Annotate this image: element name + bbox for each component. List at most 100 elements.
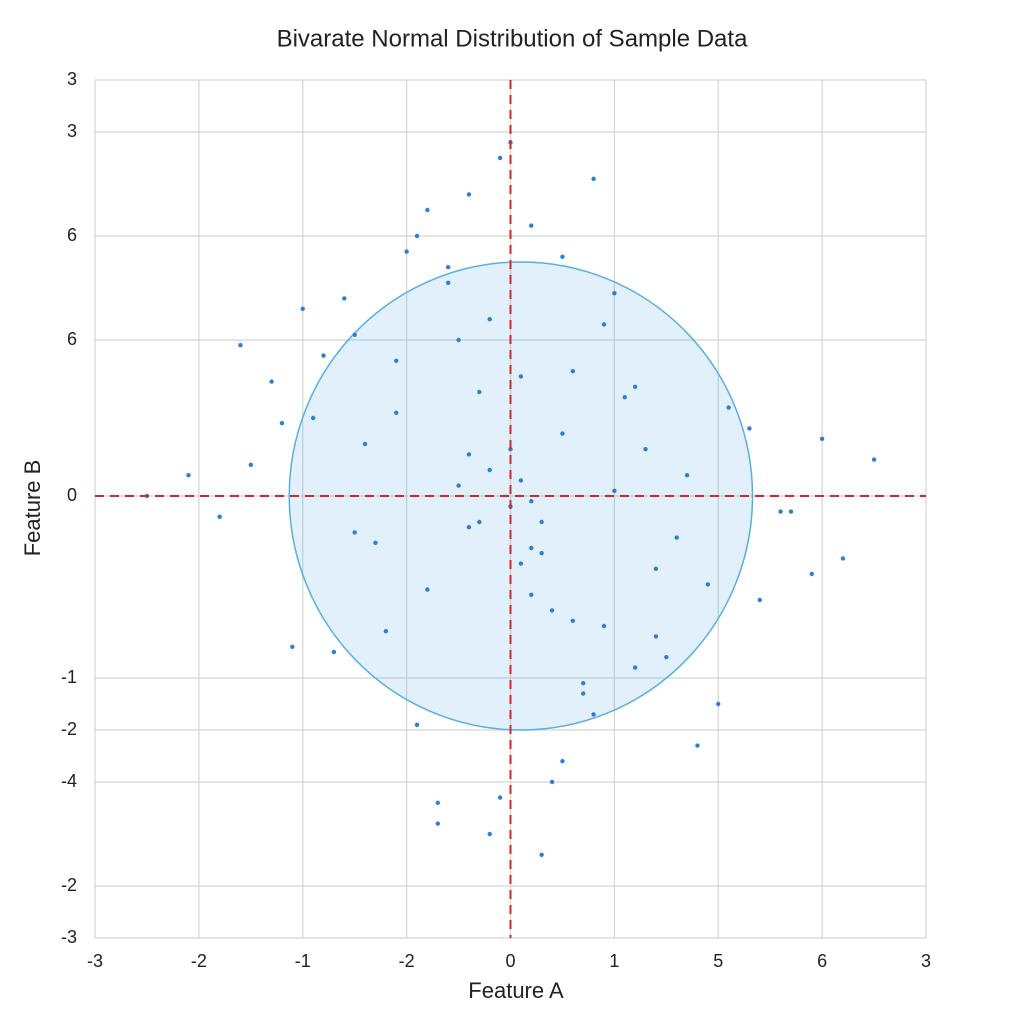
x-tick-label: -2 (191, 951, 207, 971)
point (290, 644, 295, 649)
point (539, 852, 544, 857)
point (477, 519, 482, 525)
point (217, 514, 222, 519)
point (414, 722, 420, 727)
point (300, 306, 305, 311)
point (487, 467, 492, 473)
point (549, 608, 555, 613)
point (747, 426, 752, 431)
point (477, 389, 482, 395)
y-tick-label: -3 (61, 927, 77, 947)
point (539, 551, 544, 556)
point (591, 176, 596, 181)
point (186, 473, 191, 478)
point (487, 317, 492, 322)
point (674, 535, 679, 540)
point (310, 415, 316, 421)
chart-title: Bivarate Normal Distribution of Sample D… (277, 25, 749, 52)
y-tick-label: -1 (61, 667, 77, 687)
point (539, 519, 544, 525)
point (394, 358, 399, 363)
point (456, 337, 461, 343)
point (352, 332, 357, 337)
point (445, 265, 451, 270)
point (601, 623, 607, 629)
x-tick-label: -2 (399, 951, 415, 971)
point (705, 582, 711, 587)
point (321, 353, 326, 358)
point (466, 452, 472, 457)
y-tick-label: -4 (61, 771, 77, 791)
point (788, 509, 794, 514)
point (518, 561, 524, 566)
point (269, 379, 274, 384)
point (497, 155, 503, 161)
point (581, 681, 586, 686)
x-tick-label: 1 (609, 951, 619, 971)
point (362, 441, 368, 447)
point (560, 254, 565, 259)
point (238, 343, 243, 348)
point (632, 665, 638, 670)
x-tick-label: -1 (295, 951, 311, 971)
point (716, 701, 721, 707)
point (383, 629, 389, 634)
x-axis-label: Feature A (468, 978, 564, 1003)
point (466, 525, 472, 530)
point (445, 280, 451, 285)
point (342, 296, 347, 301)
x-tick-label: 6 (817, 951, 827, 971)
point (435, 821, 440, 826)
point (778, 509, 783, 514)
point (612, 488, 617, 493)
point (622, 395, 627, 400)
point (456, 483, 461, 488)
point (414, 233, 420, 239)
point (570, 369, 576, 374)
point (560, 759, 565, 764)
point (581, 691, 586, 696)
point (653, 566, 659, 571)
y-tick-label: 3 (67, 121, 77, 141)
point (279, 421, 285, 426)
point (518, 374, 524, 379)
point (819, 436, 825, 441)
point (757, 597, 762, 603)
x-tick-label: -3 (87, 951, 103, 971)
y-tick-label: -2 (61, 719, 77, 739)
y-tick-label: 0 (67, 485, 77, 505)
point (643, 447, 648, 452)
point (529, 545, 534, 551)
point (352, 530, 357, 535)
point (726, 405, 731, 410)
point (653, 634, 659, 639)
point (840, 556, 846, 561)
point (529, 223, 534, 228)
y-tick-label: 6 (67, 329, 77, 349)
point (871, 457, 877, 462)
x-tick-label: 3 (921, 951, 931, 971)
point (570, 618, 576, 623)
point (487, 831, 492, 837)
point (435, 800, 440, 805)
point (497, 795, 503, 800)
point (809, 571, 814, 577)
point (549, 779, 555, 785)
point (695, 743, 700, 748)
point (466, 192, 472, 197)
point (394, 410, 399, 415)
y-tick-label: 3 (67, 69, 77, 89)
point (684, 473, 690, 478)
y-axis-label: Feature B (20, 460, 45, 557)
point (591, 712, 596, 717)
point (331, 649, 337, 655)
y-tick-label: 6 (67, 225, 77, 245)
point (508, 447, 513, 452)
point (529, 499, 534, 504)
point (425, 587, 430, 592)
point (632, 384, 638, 389)
y-tick-label: -2 (61, 875, 77, 895)
point (373, 540, 378, 545)
point (560, 431, 565, 436)
